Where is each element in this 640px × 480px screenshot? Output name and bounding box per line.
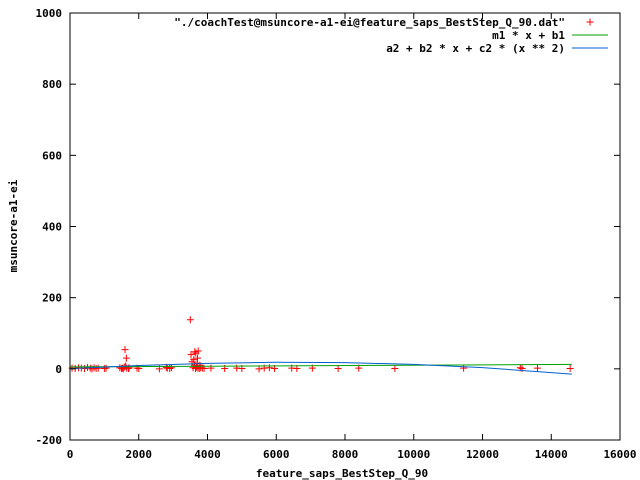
data-point	[194, 347, 202, 355]
x-tick-label: 0	[67, 448, 74, 461]
x-tick-label: 4000	[194, 448, 221, 461]
data-point	[566, 364, 574, 372]
linear-fit-line	[69, 363, 572, 368]
data-point	[334, 364, 342, 372]
x-tick-label: 14000	[535, 448, 568, 461]
data-point	[187, 351, 195, 359]
y-tick-label: 800	[42, 78, 62, 91]
y-axis-label: msuncore-a1-ei	[7, 179, 20, 272]
x-tick-label: 12000	[466, 448, 499, 461]
data-point	[194, 354, 202, 362]
scatter-series	[68, 316, 574, 373]
x-tick-label: 2000	[126, 448, 153, 461]
x-tick-label: 8000	[332, 448, 359, 461]
data-point	[534, 364, 541, 372]
data-point	[460, 364, 468, 372]
x-tick-label: 16000	[603, 448, 636, 461]
data-point	[391, 364, 399, 372]
plot-frame	[69, 12, 621, 441]
y-tick-label: 200	[42, 292, 62, 305]
data-point	[190, 356, 198, 364]
data-point	[255, 365, 263, 373]
x-tick-label: 10000	[397, 448, 430, 461]
y-tick-label: 400	[42, 221, 62, 234]
data-point	[102, 364, 110, 372]
legend-label: m1 * x + b1	[492, 29, 565, 42]
x-tick-label: 6000	[263, 448, 290, 461]
data-point	[186, 316, 194, 324]
data-point	[122, 354, 130, 362]
legend-label: a2 + b2 * x + c2 * (x ** 2)	[386, 42, 565, 55]
data-point	[265, 364, 273, 372]
x-axis-label: feature_saps_BestStep_Q_90	[256, 467, 428, 480]
y-tick-label: 600	[42, 149, 62, 162]
data-point	[167, 364, 175, 372]
data-point	[121, 346, 129, 354]
legend: "./coachTest@msuncore-a1-ei@feature_saps…	[174, 16, 608, 55]
legend-point-marker	[586, 18, 594, 26]
data-point	[191, 348, 199, 356]
y-tick-label: -200	[36, 434, 63, 447]
y-tick-label: 0	[55, 363, 62, 376]
data-point	[94, 364, 102, 372]
legend-label: "./coachTest@msuncore-a1-ei@feature_saps…	[174, 16, 565, 29]
y-tick-label: 1000	[36, 7, 63, 20]
quadratic-fit-line	[69, 361, 572, 375]
